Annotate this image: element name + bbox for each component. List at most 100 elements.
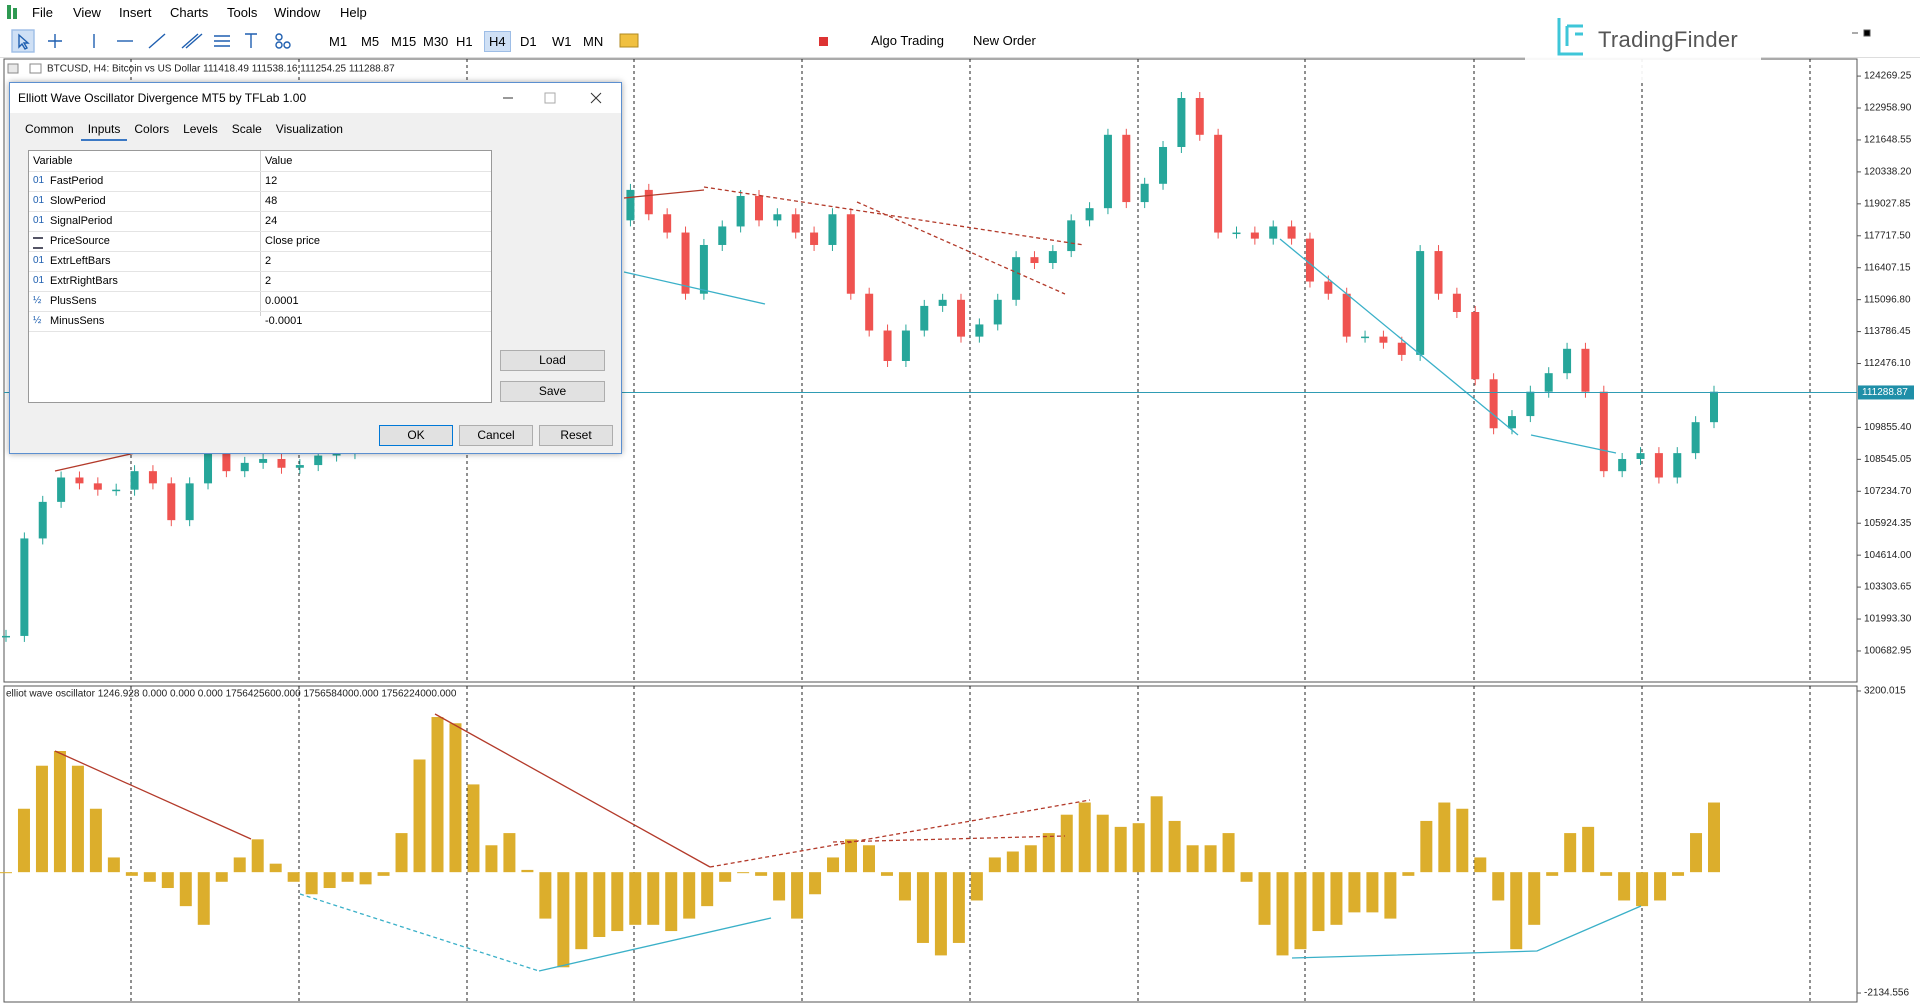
oscillator-bar xyxy=(1042,833,1055,873)
parameter-value[interactable]: 2 xyxy=(265,275,272,287)
timeframe-button[interactable]: M15 xyxy=(391,34,417,49)
oscillator-bar xyxy=(305,872,318,895)
divergence-line xyxy=(856,201,1066,295)
side-button[interactable]: Load xyxy=(500,350,605,371)
menu-item[interactable]: File xyxy=(32,5,53,20)
oscillator-bar xyxy=(161,872,174,889)
tool-icons xyxy=(11,29,291,53)
price-tick-label: 121648.55 xyxy=(1864,135,1912,146)
dialog-controls[interactable] xyxy=(491,83,621,113)
dialog-button[interactable]: Reset xyxy=(539,425,613,446)
column-header: Variable xyxy=(33,155,73,167)
dialog-tab[interactable]: Common xyxy=(25,122,74,136)
candle-body xyxy=(938,299,947,306)
parameter-value[interactable]: 24 xyxy=(265,215,278,227)
oscillator-bar xyxy=(970,872,983,901)
candle-body xyxy=(1232,232,1241,235)
candle-body xyxy=(773,214,782,221)
oscillator-bar xyxy=(1078,802,1091,873)
side-button[interactable]: Save xyxy=(500,381,605,402)
table-row[interactable]: 01 SlowPeriod 48 xyxy=(29,191,491,212)
parameter-value[interactable]: -0.0001 xyxy=(265,315,303,327)
menu-item[interactable]: View xyxy=(73,5,101,20)
oscillator-bar xyxy=(575,872,588,950)
parameter-value[interactable]: Close price xyxy=(265,235,321,247)
timeframe-button[interactable]: MN xyxy=(583,34,604,49)
candle-body xyxy=(38,501,47,539)
candle-body xyxy=(57,477,66,502)
dialog-tab[interactable]: Levels xyxy=(183,122,218,136)
type-icon: ½ xyxy=(33,315,42,326)
parameter-value[interactable]: 12 xyxy=(265,175,278,187)
candle-body xyxy=(1177,97,1186,147)
parameter-value[interactable]: 2 xyxy=(265,255,272,267)
menu-item[interactable]: Tools xyxy=(227,5,258,20)
menu-item[interactable]: Window xyxy=(274,5,321,20)
parameter-name: ExtrRightBars xyxy=(50,275,118,287)
candle-body xyxy=(332,453,341,456)
oscillator-bar xyxy=(809,872,822,895)
timeframe-button[interactable]: H1 xyxy=(456,34,473,49)
candle-body xyxy=(1434,251,1443,294)
candle-body xyxy=(1269,226,1278,239)
new-order-button[interactable]: New Order xyxy=(973,33,1036,48)
oscillator-bar xyxy=(269,863,282,873)
candle-body xyxy=(112,489,121,492)
candle-body xyxy=(204,453,213,484)
candle-body xyxy=(1140,183,1149,203)
timeframe-button[interactable]: W1 xyxy=(552,34,572,49)
timeframe-button[interactable]: D1 xyxy=(520,34,537,49)
candle-body xyxy=(314,455,323,466)
oscillator-bar xyxy=(1222,833,1235,873)
timeframe-button[interactable]: M30 xyxy=(423,34,449,49)
price-tick-label: 120338.20 xyxy=(1864,167,1912,178)
candle-body xyxy=(791,214,800,233)
oscillator-bar xyxy=(1384,872,1397,919)
table-row[interactable]: 01 ExtrLeftBars 2 xyxy=(29,251,491,272)
menu-item[interactable]: Charts xyxy=(170,5,209,20)
table-row[interactable]: PriceSource Close price xyxy=(29,231,491,252)
timeframe-button[interactable]: M5 xyxy=(361,34,380,49)
candle-body xyxy=(1599,391,1608,472)
candle-body xyxy=(1324,281,1333,294)
menu-item[interactable]: Insert xyxy=(119,5,152,20)
dialog-tab[interactable]: Scale xyxy=(231,122,262,136)
divergence-line xyxy=(1530,434,1617,454)
parameter-value[interactable]: 0.0001 xyxy=(265,295,299,307)
oscillator-bar xyxy=(449,723,462,873)
timeframe-button[interactable]: M1 xyxy=(329,34,348,49)
dialog-tab[interactable]: Inputs xyxy=(80,119,128,141)
divergence-line xyxy=(1291,905,1642,959)
table-row[interactable]: 01 SignalPeriod 24 xyxy=(29,211,491,232)
candle-body xyxy=(1379,336,1388,343)
oscillator-bar xyxy=(1330,872,1343,925)
dialog-tab[interactable]: Colors xyxy=(134,122,170,136)
oscillator-bar xyxy=(683,872,696,919)
price-tick-label: 117717.50 xyxy=(1864,230,1911,241)
dialog-button[interactable]: OK xyxy=(379,425,453,446)
candle-body xyxy=(1012,257,1021,300)
table-row[interactable]: ½ PlusSens 0.0001 xyxy=(29,291,491,312)
oscillator-bar xyxy=(898,872,911,901)
price-tick-label: 105924.35 xyxy=(1864,518,1912,529)
oscillator-bar xyxy=(1618,872,1631,901)
parameter-value[interactable]: 48 xyxy=(265,195,278,207)
candle-body xyxy=(1710,391,1718,423)
table-row[interactable]: 01 ExtrRightBars 2 xyxy=(29,271,491,292)
candle-body xyxy=(865,293,874,331)
candle-body xyxy=(1636,453,1645,459)
menu-item[interactable]: Help xyxy=(340,5,367,20)
chart-header: BTCUSD, H4: Bitcoin vs US Dollar 111418.… xyxy=(47,64,395,75)
oscillator-bar xyxy=(467,784,480,873)
table-row[interactable]: 01 FastPeriod 12 xyxy=(29,171,491,192)
candle-body xyxy=(846,214,855,294)
dialog-button[interactable]: Cancel xyxy=(459,425,533,446)
timeframe-button[interactable]: H4 xyxy=(484,31,511,52)
algo-trading-button[interactable]: Algo Trading xyxy=(871,33,944,48)
candle-body xyxy=(828,214,837,245)
table-row[interactable]: ½ MinusSens -0.0001 xyxy=(29,311,491,332)
price-tick-label: 101993.30 xyxy=(1864,614,1912,625)
dialog-tab[interactable]: Visualization xyxy=(275,122,343,136)
candle-body xyxy=(736,195,745,227)
